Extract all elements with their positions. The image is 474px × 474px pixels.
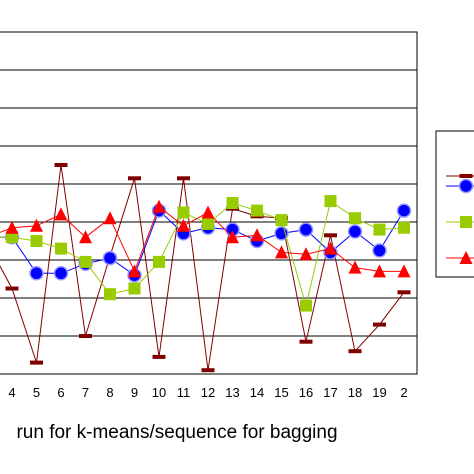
data-point: [397, 290, 411, 295]
data-point: [298, 222, 314, 237]
legend-entry: [446, 216, 474, 228]
x-tick-label: 7: [82, 385, 89, 400]
data-point: [299, 339, 313, 344]
plot-area: [0, 31, 418, 375]
legend-marker: [459, 174, 473, 178]
x-tick-label: 14: [250, 385, 264, 400]
data-point: [177, 176, 190, 181]
data-point: [324, 195, 337, 208]
data-point: [299, 247, 313, 261]
x-tick-label: 5: [33, 385, 40, 400]
data-point: [347, 224, 363, 239]
data-point: [348, 349, 362, 354]
data-point: [201, 368, 215, 373]
data-point: [128, 176, 141, 181]
data-point: [250, 228, 264, 242]
data-point: [324, 233, 337, 238]
data-point: [201, 205, 215, 219]
x-tick-label: 6: [57, 385, 64, 400]
legend-marker: [459, 251, 473, 264]
x-tick-label: 2: [400, 385, 407, 400]
data-point: [373, 223, 386, 236]
x-tick-label: 11: [177, 385, 191, 400]
plot-border: [0, 31, 418, 375]
plot-background: [0, 32, 417, 374]
data-point: [79, 255, 92, 268]
x-tick-labels: 4 5 6 7 8 9 10 11 12 13 14 15 16 17 18 19 2: [8, 385, 407, 400]
data-point: [152, 354, 166, 359]
data-point: [348, 260, 362, 274]
data-point: [398, 221, 410, 234]
x-tick-label: 8: [106, 385, 113, 400]
data-point: [152, 199, 166, 213]
data-point: [54, 163, 68, 167]
x-tick-label: 18: [348, 385, 362, 400]
series-square: [0, 195, 410, 312]
series-layer: [0, 163, 412, 373]
data-point: [275, 214, 288, 227]
data-point: [396, 203, 412, 218]
data-point: [349, 212, 361, 225]
data-point: [5, 220, 19, 234]
legend-box: [435, 130, 474, 278]
data-point: [324, 241, 337, 255]
data-point: [226, 230, 239, 244]
data-point: [275, 245, 288, 259]
series-triangle: [0, 199, 411, 278]
legend-entry: [446, 174, 474, 178]
x-tick-label: 4: [8, 385, 15, 400]
legend-entry: [446, 178, 474, 194]
data-point: [53, 266, 69, 281]
legend-marker: [458, 178, 474, 194]
data-point: [79, 334, 92, 338]
x-tick-label: 17: [323, 385, 337, 400]
data-point: [300, 299, 312, 312]
data-point: [55, 242, 67, 255]
data-point: [54, 207, 68, 221]
legend-items: [446, 174, 474, 264]
data-point: [6, 231, 18, 244]
data-point: [226, 197, 239, 209]
data-point: [251, 204, 263, 217]
data-point: [5, 286, 19, 291]
data-point: [30, 218, 43, 232]
data-point: [177, 218, 190, 232]
data-point: [30, 235, 43, 247]
data-point: [103, 211, 117, 225]
x-tick-label: 15: [274, 385, 288, 400]
x-tick-label: 16: [299, 385, 313, 400]
data-point: [30, 360, 43, 365]
data-point: [102, 250, 118, 266]
data-point: [79, 230, 92, 244]
x-tick-label: 10: [152, 385, 166, 400]
data-point: [104, 288, 116, 301]
data-point: [373, 322, 386, 327]
x-tick-label: 9: [131, 385, 138, 400]
x-tick-label: 19: [372, 385, 386, 400]
legend-marker: [460, 216, 472, 228]
x-axis-label: run for k-means/sequence for bagging: [16, 422, 337, 443]
x-tick-label: 12: [201, 385, 215, 400]
data-point: [153, 255, 165, 268]
data-point: [397, 264, 411, 278]
data-point: [29, 266, 44, 281]
data-point: [274, 226, 289, 241]
data-point: [202, 217, 214, 230]
data-point: [128, 282, 141, 295]
data-point: [373, 264, 386, 278]
data-point: [372, 243, 387, 258]
data-point: [128, 264, 141, 278]
legend-entry: [446, 251, 474, 264]
legend: [435, 130, 474, 278]
x-tick-label: 13: [225, 385, 239, 400]
data-point: [177, 206, 190, 219]
